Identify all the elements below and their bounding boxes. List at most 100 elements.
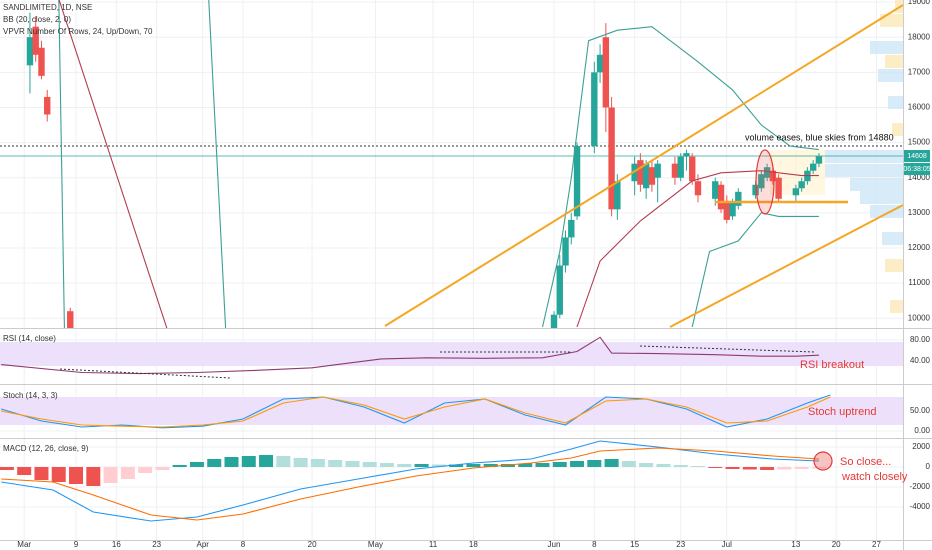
histogram-bar: [138, 467, 153, 473]
histogram-bar: [535, 463, 550, 467]
x-tick-label: Mar: [17, 540, 31, 549]
histogram-bar: [224, 457, 239, 467]
histogram-bar: [708, 467, 723, 468]
histogram-bar: [120, 467, 135, 479]
histogram-bar: [380, 463, 394, 467]
histogram-bar: [518, 463, 533, 467]
series-line: [58, 0, 819, 328]
candle-body: [775, 177, 782, 199]
candle-body: [694, 181, 702, 196]
histogram-bar: [397, 464, 412, 467]
pane-title: RSI (14, close): [3, 334, 56, 343]
rsi-band: [0, 342, 903, 366]
series-line: [208, 0, 819, 328]
histogram-bar: [189, 462, 204, 467]
x-tick-label: 18: [469, 540, 478, 549]
price-pane: [26, 0, 823, 328]
x-tick-label: 9: [74, 540, 79, 549]
annotation: So close...: [840, 456, 891, 468]
candle-body: [815, 156, 823, 164]
candle-body: [556, 265, 563, 315]
histogram-bar: [293, 458, 308, 467]
histogram-bar: [86, 467, 101, 486]
histogram-bar: [552, 462, 567, 467]
x-tick-label: Jun: [548, 540, 561, 549]
candle-body: [689, 156, 696, 182]
candle-body: [637, 160, 644, 185]
series-line: [1, 447, 819, 521]
y-tick-label: 2000: [912, 442, 930, 451]
histogram-bar: [449, 464, 464, 467]
macd-pane: [0, 440, 826, 522]
histogram-bar: [328, 460, 343, 467]
y-tick-label: 18000: [908, 32, 931, 41]
candle-body: [573, 146, 581, 217]
volume-profile: [770, 0, 903, 313]
histogram-bar: [241, 456, 256, 467]
histogram-bar: [259, 455, 274, 467]
y-tick-label: 11000: [908, 278, 930, 287]
histogram-bar: [310, 459, 325, 467]
y-tick-label: 19000: [908, 0, 931, 6]
histogram-bar: [742, 467, 757, 470]
histogram-bar: [172, 465, 187, 467]
histogram-bar: [207, 459, 222, 467]
candle-body: [654, 163, 661, 178]
histogram-bar: [0, 467, 14, 470]
candle-body: [596, 54, 604, 73]
candle-body: [32, 26, 39, 55]
indicator-label: BB (20, close, 2, 0): [3, 15, 71, 24]
pane-title: MACD (12, 26, close, 9): [3, 444, 89, 453]
indicator-label: VPVR Number Of Rows, 24, Up/Down, 70: [3, 27, 153, 36]
candle-body: [614, 181, 621, 210]
candle-body: [608, 107, 615, 210]
candle-body: [648, 167, 656, 185]
last-price: 14608: [907, 153, 927, 160]
histogram-bar: [760, 467, 775, 470]
histogram-bar: [69, 467, 84, 484]
histogram-bar: [794, 467, 809, 469]
symbol-title: SANDLIMITED, 1D, NSE: [3, 3, 92, 12]
histogram-bar: [725, 467, 740, 469]
histogram-bar: [103, 467, 118, 483]
histogram-bar: [483, 464, 498, 467]
x-tick-label: 11: [429, 540, 438, 549]
candle-body: [758, 174, 765, 189]
drawings: [59, 4, 904, 471]
y-tick-label: 17000: [908, 67, 931, 76]
candle-body: [809, 163, 817, 171]
histogram-bar: [34, 467, 49, 480]
candle-body: [642, 163, 650, 189]
x-tick-label: Apr: [196, 540, 209, 549]
x-tick-label: May: [368, 540, 383, 549]
y-tick-label: 13000: [908, 208, 931, 217]
histogram-bar: [656, 464, 671, 467]
candle-body: [729, 202, 736, 217]
annotation: Stoch uptrend: [808, 406, 877, 418]
histogram-bar: [587, 460, 602, 467]
histogram-bar: [362, 462, 377, 467]
histogram-bar: [17, 467, 32, 475]
x-tick-label: 27: [872, 540, 881, 549]
candle-body: [602, 37, 610, 108]
y-tick-label: 14000: [908, 173, 931, 182]
histogram-bar: [777, 467, 792, 470]
y-tick-label: 10000: [908, 313, 931, 322]
candle-body: [763, 167, 771, 178]
histogram-bar: [604, 459, 619, 467]
x-tick-label: 16: [112, 540, 121, 549]
series-line: [1, 396, 831, 428]
histogram-bar: [466, 464, 481, 467]
candle-body: [723, 202, 730, 220]
candle-body: [38, 47, 45, 76]
candle-body: [26, 37, 34, 66]
price-axis: 10000 11000 12000 13000 14000 15000 16000 17000…: [908, 0, 931, 511]
histogram-bar: [345, 461, 360, 467]
series-line: [1, 336, 819, 375]
stoch-band: [0, 397, 903, 425]
annotation: RSI breakout: [800, 359, 864, 371]
histogram-bar: [639, 463, 654, 467]
candle-body: [798, 181, 805, 189]
candle-body: [683, 153, 690, 157]
